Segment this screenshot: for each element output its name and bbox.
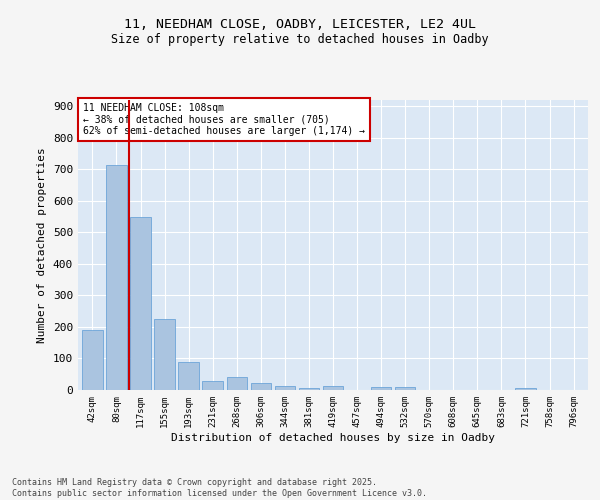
- Y-axis label: Number of detached properties: Number of detached properties: [37, 147, 47, 343]
- Bar: [251, 383, 271, 390]
- Text: Size of property relative to detached houses in Oadby: Size of property relative to detached ho…: [111, 32, 489, 46]
- Bar: [227, 378, 247, 390]
- Text: 11, NEEDHAM CLOSE, OADBY, LEICESTER, LE2 4UL: 11, NEEDHAM CLOSE, OADBY, LEICESTER, LE2…: [124, 18, 476, 30]
- Text: Contains HM Land Registry data © Crown copyright and database right 2025.
Contai: Contains HM Land Registry data © Crown c…: [12, 478, 427, 498]
- Bar: [178, 362, 199, 390]
- Bar: [82, 330, 103, 390]
- Bar: [395, 388, 415, 390]
- Bar: [371, 388, 391, 390]
- X-axis label: Distribution of detached houses by size in Oadby: Distribution of detached houses by size …: [171, 432, 495, 442]
- Bar: [323, 386, 343, 390]
- Bar: [202, 380, 223, 390]
- Bar: [130, 218, 151, 390]
- Bar: [275, 386, 295, 390]
- Bar: [515, 388, 536, 390]
- Bar: [106, 165, 127, 390]
- Bar: [154, 319, 175, 390]
- Bar: [299, 388, 319, 390]
- Text: 11 NEEDHAM CLOSE: 108sqm
← 38% of detached houses are smaller (705)
62% of semi-: 11 NEEDHAM CLOSE: 108sqm ← 38% of detach…: [83, 103, 365, 136]
